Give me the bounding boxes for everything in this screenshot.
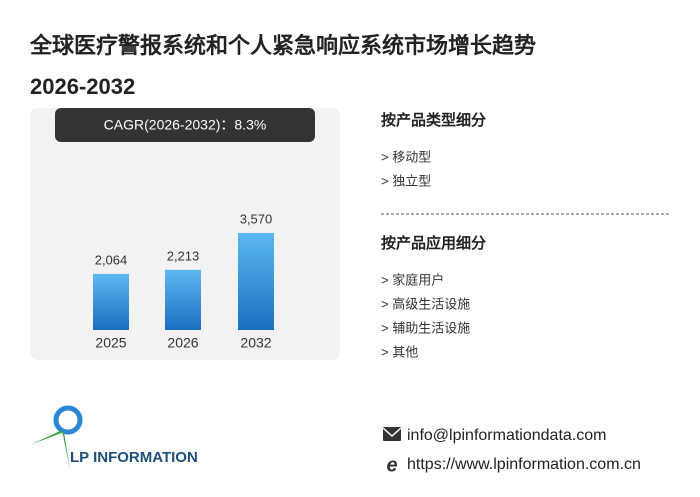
logo-text: LP INFORMATION — [70, 449, 198, 466]
section-item: > 辅助生活设施 — [381, 320, 470, 335]
title: 全球医疗警报系统和个人紧急响应系统市场增长趋势 — [29, 33, 536, 58]
cagr-box — [55, 108, 315, 142]
email-icon-flap — [382, 427, 402, 438]
subtitle: 2026-2032 — [30, 74, 135, 99]
value-label: 2,064 — [95, 252, 128, 267]
email: info@lpinformationdata.com — [407, 427, 606, 444]
bar — [238, 233, 274, 330]
value-label: 2,213 — [167, 248, 200, 263]
bar — [165, 269, 201, 330]
bar — [93, 273, 129, 330]
logo-mark — [30, 405, 83, 470]
section-item: > 家庭用户 — [381, 272, 444, 287]
logo-ring — [53, 405, 83, 435]
section-item: > 其他 — [381, 344, 418, 359]
x-tick-label: 2026 — [167, 335, 198, 351]
section-item: > 移动型 — [381, 149, 431, 164]
section-item: > 高级生活设施 — [381, 296, 470, 311]
email-icon — [383, 427, 401, 441]
website: https://www.lpinformation.com.cn — [407, 456, 641, 473]
section-item: > 独立型 — [381, 173, 431, 188]
section-heading: 按产品应用细分 — [381, 234, 486, 252]
x-tick-label: 2032 — [240, 335, 271, 351]
value-label: 3,570 — [240, 211, 273, 226]
web-icon: e — [386, 454, 397, 476]
cagr-text: CAGR(2026-2032)：8.3% — [104, 117, 267, 133]
x-tick-label: 2025 — [95, 335, 126, 351]
section-heading: 按产品类型细分 — [381, 111, 486, 129]
